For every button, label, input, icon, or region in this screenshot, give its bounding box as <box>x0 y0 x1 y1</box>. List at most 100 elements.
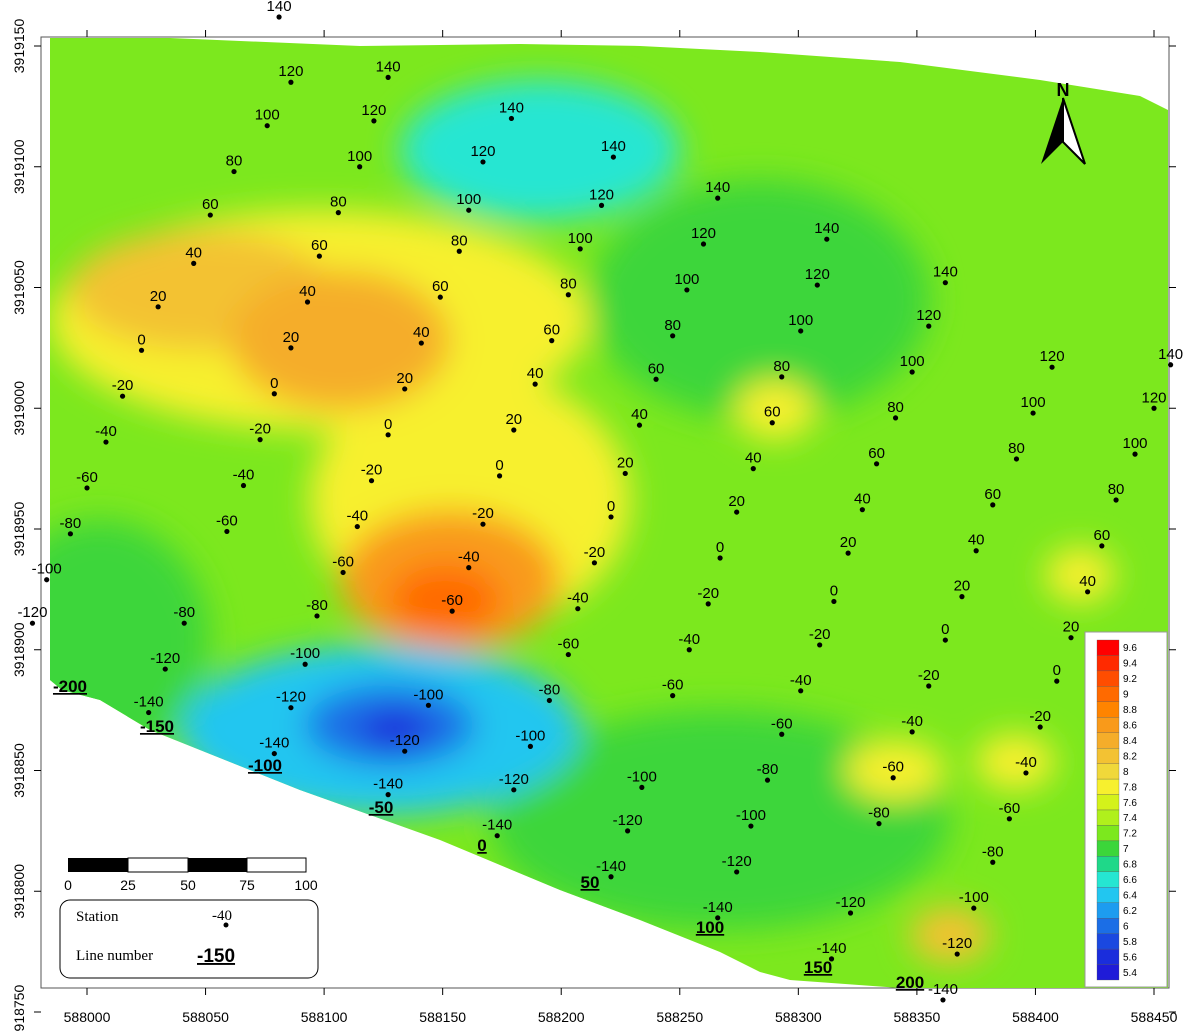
station-label: -100 <box>627 768 657 785</box>
x-tick-label: 588350 <box>894 1009 941 1025</box>
station-label: 100 <box>568 230 593 247</box>
station-label: 40 <box>185 244 202 261</box>
station-label: -60 <box>76 469 98 486</box>
station-label: -120 <box>499 771 529 788</box>
station-dot <box>1054 678 1060 684</box>
legend-value-label: 7.8 <box>1123 782 1137 793</box>
y-tick-label: 3919150 <box>11 19 27 74</box>
legend-value-label: 7 <box>1123 844 1129 855</box>
scale-seg-4 <box>246 857 307 873</box>
y-axis: 3918750 3918800 3918850 3918900 3918950 39190… <box>11 19 1176 1031</box>
legend-swatch <box>1096 717 1120 733</box>
station-label: -80 <box>173 604 195 621</box>
x-tick-label: 588050 <box>182 1009 229 1025</box>
legend-value-label: 7.2 <box>1123 829 1137 840</box>
legend-value-label: 9 <box>1123 690 1129 701</box>
station-dot <box>959 594 965 600</box>
x-tick-label: 588300 <box>775 1009 822 1025</box>
station-dot <box>456 248 462 254</box>
station-label: -20 <box>584 544 606 561</box>
station-dot <box>494 833 500 839</box>
station-label: 60 <box>648 360 665 377</box>
y-tick-label: 3918950 <box>11 502 27 557</box>
line-number-label: -100 <box>248 756 282 775</box>
station-label: -80 <box>868 805 890 822</box>
station-dot <box>890 775 896 781</box>
station-label: 20 <box>1063 619 1080 636</box>
station-dot <box>508 115 515 122</box>
legend-swatch <box>1096 948 1120 965</box>
station-label: -60 <box>662 677 684 694</box>
station-dot <box>817 642 823 648</box>
station-label: -120 <box>17 604 47 621</box>
x-tick-label: 588400 <box>1012 1009 1059 1025</box>
station-dot <box>909 729 915 735</box>
station-label: -100 <box>32 561 62 578</box>
field-blob-yellow-mid <box>735 380 815 440</box>
legend-value-label: 8 <box>1123 767 1129 778</box>
station-label: -60 <box>216 512 238 529</box>
station-dot <box>357 164 363 170</box>
station-label: 100 <box>456 191 481 208</box>
legend-swatch <box>1096 809 1120 826</box>
station-label: -100 <box>959 889 989 906</box>
station-dot <box>954 951 960 957</box>
station-dot <box>437 294 443 300</box>
station-dot <box>831 598 837 605</box>
station-dot <box>1013 456 1020 462</box>
station-label: 0 <box>716 539 724 556</box>
station-label: 120 <box>589 186 614 203</box>
station-dot <box>653 376 659 382</box>
station-label: 80 <box>560 276 577 293</box>
inset-station-example: -40 <box>212 908 232 924</box>
station-label: -140 <box>482 817 512 834</box>
y-tick-label: 3918850 <box>11 743 27 798</box>
legend-swatch <box>1096 748 1120 764</box>
scale-seg-3 <box>188 858 247 872</box>
legend-swatch <box>1096 902 1120 919</box>
station-label: -40 <box>458 549 480 566</box>
station-label: -120 <box>150 650 180 667</box>
station-label: 120 <box>1040 348 1065 365</box>
station-dot <box>191 260 197 266</box>
legend-swatch <box>1096 639 1120 656</box>
station-label: 140 <box>376 58 401 75</box>
station-dot <box>402 748 408 754</box>
station-dot <box>304 299 311 305</box>
station-label: -120 <box>390 732 420 749</box>
station-dot <box>591 560 598 566</box>
station-label: -20 <box>918 667 940 684</box>
station-label: 40 <box>854 491 871 508</box>
legend-value-label: 6.2 <box>1123 906 1137 917</box>
station-dot <box>686 647 692 653</box>
station-label: 20 <box>505 411 522 428</box>
station-label: -40 <box>678 631 700 648</box>
station-dot <box>527 743 533 749</box>
station-label: -40 <box>901 713 923 730</box>
legend-value-label: 9.2 <box>1123 674 1137 685</box>
station-label: 100 <box>255 107 280 124</box>
station-label: 120 <box>1141 389 1166 406</box>
station-label: 0 <box>607 498 615 515</box>
field-blob-yellow-s <box>910 907 990 963</box>
station-dot <box>1113 497 1119 503</box>
scale-bar-label: 75 <box>239 877 255 893</box>
legend-value-label: 8.6 <box>1123 721 1137 732</box>
station-dot <box>734 509 740 515</box>
field-blob-yellow-e <box>1045 547 1115 603</box>
station-label: 60 <box>764 404 781 421</box>
station-dot <box>466 565 472 571</box>
station-label: 20 <box>728 493 745 510</box>
station-dot <box>1006 816 1012 822</box>
station-dot <box>845 550 851 556</box>
station-dot <box>873 461 880 467</box>
station-dot <box>715 915 721 921</box>
station-dot <box>769 420 775 426</box>
station-dot <box>546 697 552 704</box>
station-label: 20 <box>617 454 634 471</box>
station-dot <box>314 613 320 619</box>
station-label: 120 <box>470 143 495 160</box>
station-label: -20 <box>249 421 271 438</box>
field-blob-green-left <box>50 520 210 760</box>
station-label: -60 <box>441 592 463 609</box>
